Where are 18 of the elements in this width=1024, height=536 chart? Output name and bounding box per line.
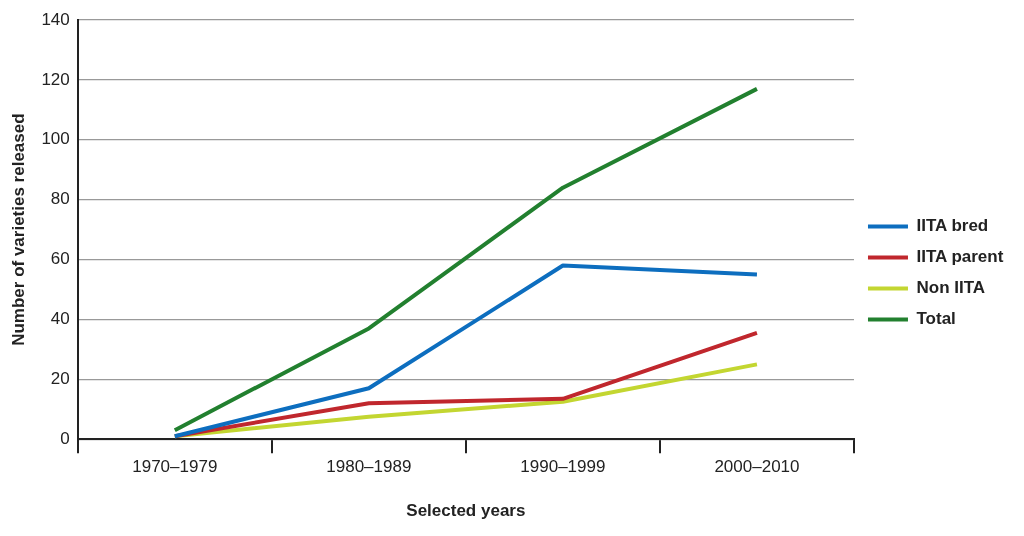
- y-tick-label: 0: [60, 428, 70, 448]
- x-axis-title: Selected years: [406, 501, 526, 521]
- legend-label: IITA parent: [916, 247, 1004, 267]
- y-tick-label: 60: [50, 249, 70, 269]
- x-tick-label: 2000–2010: [714, 457, 800, 477]
- y-tick-label: 40: [50, 309, 70, 329]
- y-tick-label: 120: [41, 69, 70, 89]
- y-tick-label: 100: [41, 129, 70, 149]
- legend-label: Non IITA: [916, 278, 986, 298]
- y-axis-title: Number of varieties released: [8, 113, 28, 346]
- x-tick-label: 1980–1989: [326, 457, 412, 477]
- y-tick-label: 140: [41, 9, 70, 29]
- legend-label: Total: [916, 309, 956, 329]
- legend-label: IITA bred: [916, 216, 989, 236]
- y-tick-label: 80: [50, 189, 70, 209]
- y-tick-label: 20: [50, 369, 70, 388]
- x-tick-label: 1970–1979: [132, 457, 218, 477]
- x-tick-label: 1990–1999: [520, 457, 606, 477]
